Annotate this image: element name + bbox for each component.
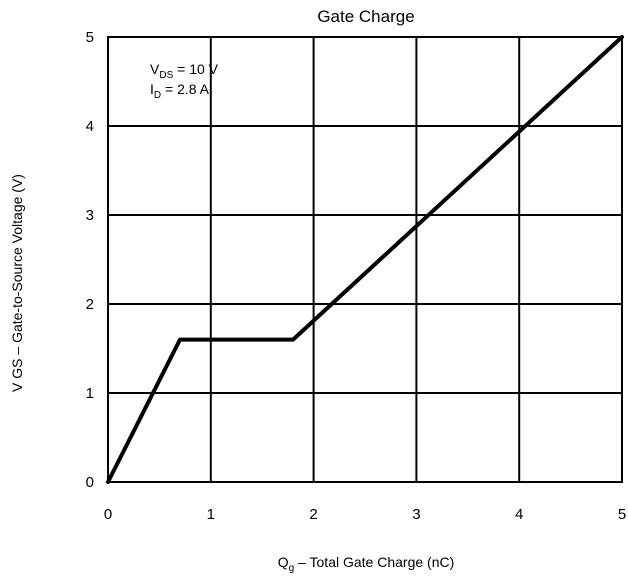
y-tick-label: 4 [86, 118, 94, 135]
plot-frame [107, 36, 623, 483]
x-tick-label: 5 [618, 506, 626, 523]
series-line-0 [106, 35, 624, 484]
x-tick-label: 3 [412, 506, 420, 523]
series-group [106, 35, 624, 484]
x-tick-labels: 0 1 2 3 4 5 [104, 506, 626, 523]
y-tick-label: 5 [86, 29, 94, 46]
y-tick-label: 3 [86, 207, 94, 224]
y-tick-labels: 0 1 2 3 4 5 [86, 29, 94, 491]
annotation-id: ID = 2.8 A [150, 81, 210, 101]
y-tick-label: 1 [86, 385, 94, 402]
y-axis-label: V GS – Gate-to-Source Voltage (V) [9, 174, 25, 392]
x-tick-label: 4 [515, 506, 523, 523]
x-tick-label: 2 [309, 506, 317, 523]
test-conditions-annotation: VDS = 10 V ID = 2.8 A [150, 61, 219, 101]
grid-lines [108, 37, 622, 482]
y-tick-label: 2 [86, 296, 94, 313]
x-tick-label: 1 [207, 506, 215, 523]
annotation-vds: VDS = 10 V [150, 61, 219, 81]
x-axis-label: Qg – Total Gate Charge (nC) [278, 554, 455, 574]
y-tick-label: 0 [86, 474, 94, 491]
x-tick-label: 0 [104, 506, 112, 523]
chart-title: Gate Charge [317, 7, 414, 26]
